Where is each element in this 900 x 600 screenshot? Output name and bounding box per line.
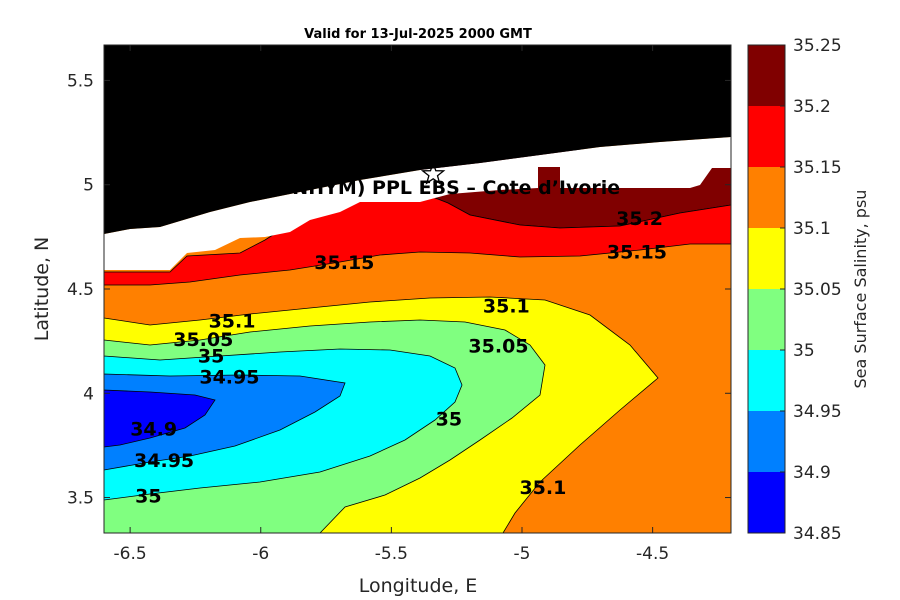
contour-label: 34.9 bbox=[130, 419, 177, 441]
x-tick-label: -4.5 bbox=[636, 544, 669, 564]
contour-map bbox=[104, 45, 731, 533]
colorbar: 34.85 34.9 34.95 35 35.05 35.1 35.15 35.2 35.25 bbox=[747, 36, 842, 544]
contour-label: 35.05 bbox=[173, 329, 233, 351]
colorbar-swatch bbox=[748, 472, 785, 533]
colorbar-tick-label: 35.15 bbox=[793, 158, 842, 178]
colorbar-tick-label: 34.95 bbox=[793, 402, 842, 422]
colorbar-swatch bbox=[748, 167, 785, 228]
colorbar-swatch bbox=[748, 411, 785, 472]
site-star-icon bbox=[420, 161, 446, 185]
colorbar-tick-label: 35 bbox=[793, 341, 815, 361]
contour-label: 34.95 bbox=[199, 367, 259, 389]
x-axis-ticks: -6.5 -6 -5.5 -5 -4.5 bbox=[114, 45, 669, 564]
contour-label: 35 bbox=[436, 408, 462, 430]
colorbar-swatch bbox=[748, 228, 785, 289]
y-tick-label: 4.5 bbox=[67, 280, 94, 300]
colorbar-swatch bbox=[748, 350, 785, 411]
colorbar-swatch bbox=[748, 45, 785, 106]
colorbar-tick-label: 35.05 bbox=[793, 280, 842, 300]
contour-label: 35.2 bbox=[616, 208, 663, 230]
site-marker-layer: A (ONHYM) PPL EBS – Cote d’Ivorie bbox=[246, 161, 620, 199]
colorbar-tick-label: 35.2 bbox=[793, 97, 831, 117]
contour-label: 35 bbox=[135, 485, 161, 507]
site-annotation: A (ONHYM) PPL EBS – Cote d’Ivorie bbox=[246, 177, 620, 199]
x-axis-label: Longitude, E bbox=[359, 575, 478, 597]
nodata-strip bbox=[104, 137, 731, 270]
colorbar-swatch bbox=[748, 106, 785, 167]
colorbar-tick-label: 35.1 bbox=[793, 219, 831, 239]
contour-label: 35.1 bbox=[519, 477, 566, 499]
contour-label: 35.1 bbox=[209, 310, 256, 332]
colorbar-tick-label: 35.25 bbox=[793, 36, 842, 56]
chart-title: Valid for 13-Jul-2025 2000 GMT bbox=[304, 27, 532, 42]
y-tick-label: 5.5 bbox=[67, 71, 94, 91]
contour-label: 35.05 bbox=[468, 335, 528, 357]
x-tick-label: -6.5 bbox=[114, 544, 147, 564]
colorbar-tick-label: 34.85 bbox=[793, 524, 842, 544]
x-tick-label: -5 bbox=[514, 544, 531, 564]
y-tick-label: 4 bbox=[83, 384, 94, 404]
colorbar-swatch bbox=[748, 289, 785, 350]
contour-label: 35.15 bbox=[314, 252, 374, 274]
y-tick-label: 3.5 bbox=[67, 489, 94, 509]
y-axis-label: Latitude, N bbox=[31, 237, 53, 342]
y-axis-ticks: 3.5 4 4.5 5 5.5 bbox=[67, 71, 731, 509]
x-tick-label: -6 bbox=[252, 544, 269, 564]
land-mass bbox=[104, 45, 731, 234]
colorbar-tick-label: 34.9 bbox=[793, 463, 831, 483]
y-tick-label: 5 bbox=[83, 176, 94, 196]
contour-label: 35.1 bbox=[483, 296, 530, 318]
colorbar-label: Sea Surface Salinity, psu bbox=[851, 190, 870, 389]
contour-label: 35 bbox=[198, 346, 224, 368]
contour-label: 34.95 bbox=[134, 450, 194, 472]
x-tick-label: -5.5 bbox=[375, 544, 408, 564]
band-34-85-34-9 bbox=[104, 389, 216, 448]
contour-label: 35.15 bbox=[607, 241, 667, 263]
